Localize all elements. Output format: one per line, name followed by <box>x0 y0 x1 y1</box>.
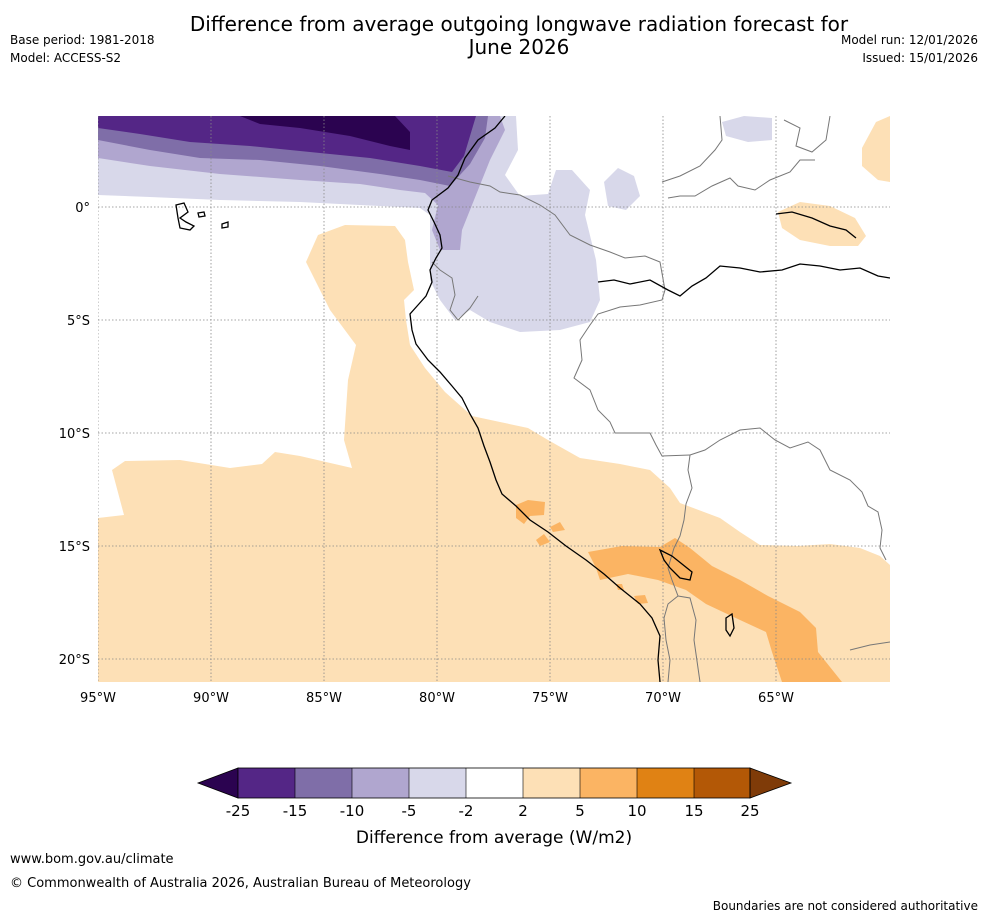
lon-label: 75°W <box>532 691 568 706</box>
lon-label: 90°W <box>193 691 229 706</box>
anomaly-patch-northeast <box>778 202 866 246</box>
run-info: Model run: 12/01/2026 Issued: 15/01/2026 <box>841 31 978 67</box>
salar-lake <box>725 612 735 638</box>
lon-label: 70°W <box>645 691 681 706</box>
border-ecuador-peru <box>431 261 479 321</box>
lon-axis-labels: 95°W 90°W 85°W 80°W 75°W 70°W 65°W <box>80 691 794 706</box>
colorbar: -25 -15 -10 -5 -2 2 5 10 15 25 Differenc… <box>196 767 793 848</box>
lat-label: 20°S <box>59 653 90 668</box>
lake-titicaca <box>658 548 693 581</box>
title-line-2: June 2026 <box>468 35 570 59</box>
border-colombia-venezuela <box>661 116 723 183</box>
page-title: Difference from average outgoing longwav… <box>169 13 869 59</box>
colorbar-bin <box>295 768 352 798</box>
colorbar-frame <box>237 767 751 799</box>
title-line-1: Difference from average outgoing longwav… <box>189 12 849 36</box>
anomaly-patch-peru-coast <box>516 500 545 524</box>
anomaly-region-below-minus25 <box>240 116 410 150</box>
map-plot-area <box>98 116 890 682</box>
lat-label: 10°S <box>59 427 90 442</box>
coastlines <box>175 116 890 682</box>
border-bolivia-argentina <box>677 595 701 682</box>
lon-label: 80°W <box>419 691 455 706</box>
colorbar-tick: 10 <box>627 802 646 820</box>
border-peru-bolivia-chile <box>663 454 693 682</box>
anomaly-patch-north <box>722 116 772 142</box>
colorbar-dividers <box>294 768 695 798</box>
colorbar-arrow-high <box>749 767 793 799</box>
coastline-amazon-river <box>597 263 890 297</box>
lat-label: 15°S <box>59 540 90 555</box>
colorbar-tick: 2 <box>518 802 528 820</box>
lon-label: 65°W <box>758 691 794 706</box>
colorbar-bin <box>694 768 750 798</box>
coastline-pacific <box>409 116 661 682</box>
colorbar-tick: -10 <box>340 802 365 820</box>
colorbar-bin <box>466 768 523 798</box>
colorbar-bin <box>637 768 694 798</box>
footer-url: www.bom.gov.au/climate <box>10 852 174 867</box>
anomaly-patch-central <box>604 168 640 210</box>
colorbar-tick: -25 <box>226 802 251 820</box>
lat-label: 0° <box>75 201 90 216</box>
colorbar-bin <box>580 768 637 798</box>
colorbar-tick: 5 <box>575 802 585 820</box>
base-period-text: Base period: 1981-2018 <box>10 33 155 47</box>
colorbar-tick: 25 <box>740 802 759 820</box>
lat-label: 5°S <box>67 314 90 329</box>
colorbar-tick-labels: -25 -15 -10 -5 -2 2 5 10 15 25 <box>226 802 760 820</box>
border-guyana <box>783 116 831 153</box>
colorbar-arrow-low <box>196 767 239 799</box>
colorbar-tick: -15 <box>283 802 308 820</box>
colorbar-bin <box>352 768 409 798</box>
colorbar-tick: -2 <box>459 802 474 820</box>
colorbar-bin <box>523 768 580 798</box>
model-run-text: Model run: 12/01/2026 <box>840 33 978 47</box>
anomaly-region-5-to-10 <box>588 538 842 682</box>
galapagos-islet-1 <box>197 211 206 218</box>
lon-label: 95°W <box>80 691 116 706</box>
galapagos-island <box>175 202 196 231</box>
colorbar-bin <box>409 768 466 798</box>
country-borders <box>431 116 890 682</box>
coastline-river-northeast <box>775 211 857 239</box>
border-venezuela-brazil <box>667 159 815 199</box>
anomaly-patch-small-2 <box>536 534 550 546</box>
model-text: Model: ACCESS-S2 <box>10 51 122 65</box>
footer-copyright: © Commonwealth of Australia 2026, Austra… <box>10 876 471 891</box>
border-bolivia-brazil <box>689 427 887 561</box>
footer-note: Boundaries are not considered authoritat… <box>712 899 978 913</box>
colorbar-title: Difference from average (W/m2) <box>356 828 632 848</box>
issued-text: Issued: 15/01/2026 <box>862 51 978 65</box>
gridlines <box>98 116 890 682</box>
anomaly-patch-small-1 <box>550 522 565 532</box>
border-paraguay <box>849 641 890 651</box>
lat-axis-labels: 0° 5°S 10°S 15°S 20°S <box>59 201 90 668</box>
anomaly-patch-far-northeast <box>862 116 890 182</box>
galapagos-islet-2 <box>221 221 229 229</box>
border-colombia-peru-brazil <box>447 175 691 457</box>
colorbar-bin <box>238 768 295 798</box>
lon-label: 85°W <box>306 691 342 706</box>
model-info: Base period: 1981-2018 Model: ACCESS-S2 <box>10 31 155 67</box>
colorbar-tick: -5 <box>402 802 417 820</box>
colorbar-tick: 15 <box>684 802 703 820</box>
